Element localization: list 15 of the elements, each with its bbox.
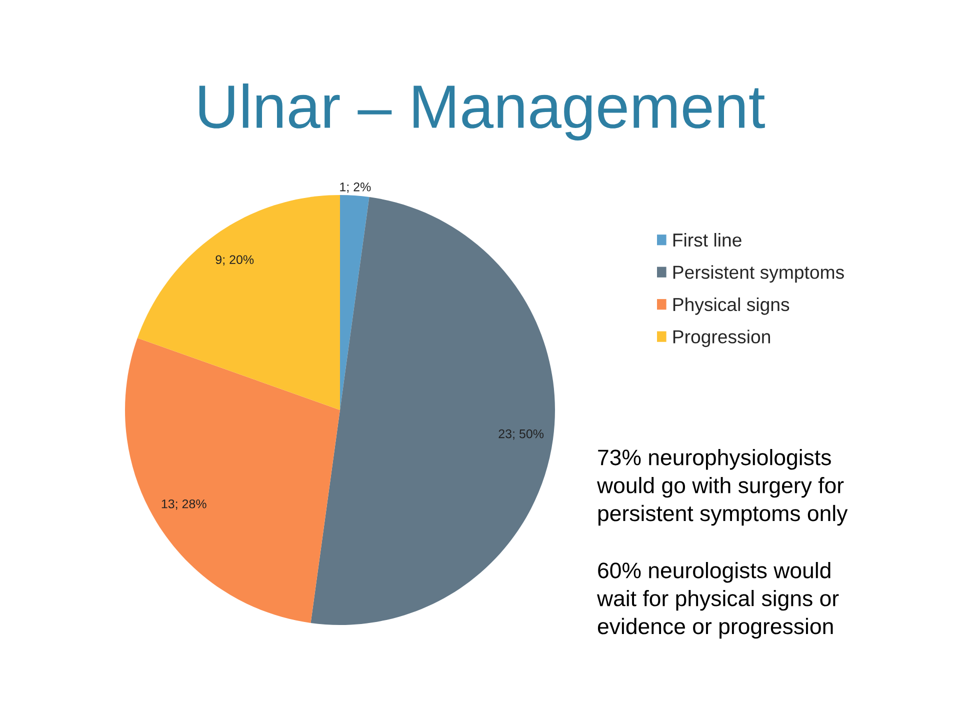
pie-slice	[125, 338, 340, 623]
legend-label: Physical signs	[673, 297, 790, 315]
pie-slice	[137, 195, 340, 410]
data-label: 23; 50%	[498, 429, 544, 440]
data-label: 9; 20%	[216, 255, 254, 266]
text: 73% neurophysiologists would go with surgery for persistent symptoms only	[596, 449, 848, 526]
chart-title: Ulnar – Management	[199, 84, 765, 140]
data-label: 1; 2%	[340, 182, 371, 193]
legend-label: Persistent symptoms	[673, 265, 844, 283]
legend-label: First line	[673, 233, 742, 247]
data-label: 13; 28%	[162, 499, 206, 510]
legend-label: Progression	[673, 330, 770, 348]
text: 60% neurologists would wait for physical signs or evidence or progression	[596, 562, 839, 639]
pie-slice	[310, 197, 555, 625]
pie-slice	[340, 195, 370, 410]
